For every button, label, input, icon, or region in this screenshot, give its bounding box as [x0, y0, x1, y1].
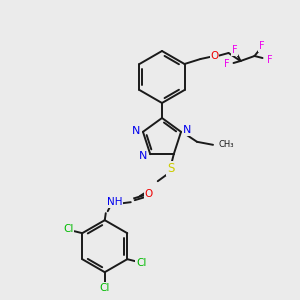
- Text: Cl: Cl: [136, 258, 146, 268]
- Text: Cl: Cl: [63, 224, 74, 234]
- Text: Cl: Cl: [100, 283, 110, 293]
- Text: F: F: [267, 55, 272, 65]
- Text: O: O: [210, 51, 219, 61]
- Text: N: N: [132, 126, 140, 136]
- Text: F: F: [259, 41, 264, 51]
- Text: S: S: [167, 162, 174, 175]
- Text: O: O: [145, 189, 153, 199]
- Text: F: F: [224, 59, 229, 69]
- Text: N: N: [139, 151, 147, 161]
- Text: NH: NH: [107, 197, 122, 207]
- Text: CH₃: CH₃: [218, 140, 233, 149]
- Text: N: N: [183, 125, 191, 135]
- Text: F: F: [232, 45, 237, 55]
